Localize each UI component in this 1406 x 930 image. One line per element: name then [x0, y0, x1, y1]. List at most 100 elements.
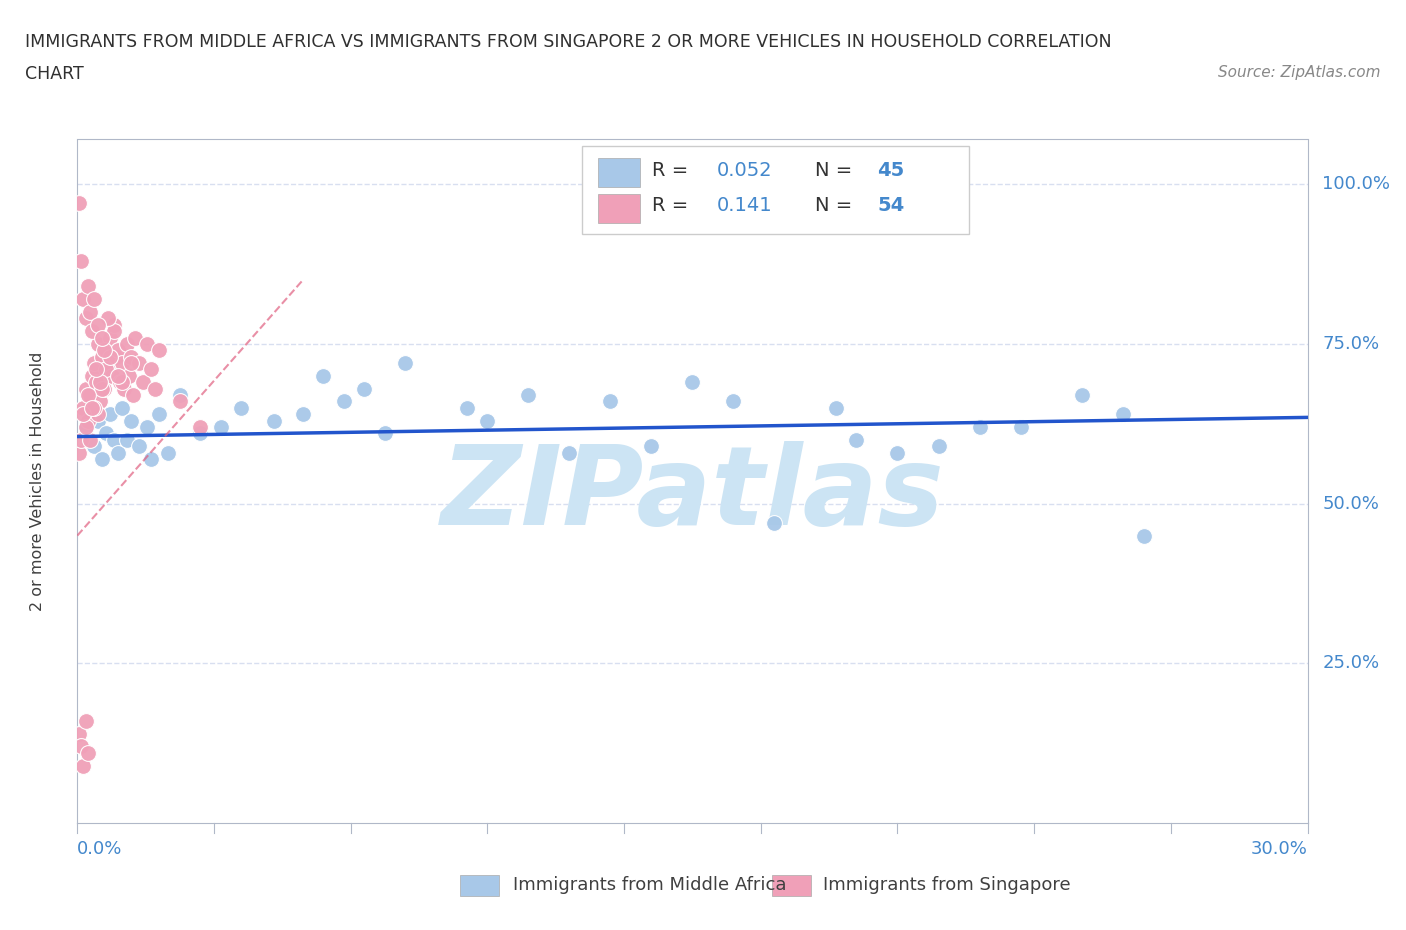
Point [98, 406, 121, 421]
Point [90, 330, 114, 345]
Point [87, 337, 110, 352]
Point [141, 451, 163, 466]
Point [374, 426, 396, 441]
Point [111, 401, 134, 416]
Point [101, 368, 124, 383]
Point [83, 401, 105, 416]
Point [107, 368, 129, 383]
Text: 50.0%: 50.0% [1323, 495, 1379, 512]
Point [128, 439, 150, 454]
Point [98, 330, 121, 345]
Point [763, 515, 786, 530]
Point [456, 401, 478, 416]
Text: 2 or more Vehicles in Household: 2 or more Vehicles in Household [31, 352, 45, 611]
Point [93, 343, 115, 358]
Point [115, 337, 138, 352]
Point [1112, 406, 1135, 421]
Point [120, 355, 142, 370]
Point [87, 317, 110, 332]
Point [121, 388, 143, 403]
Point [90, 451, 114, 466]
Point [94, 362, 117, 377]
Point [169, 388, 191, 403]
Point [67, 196, 90, 211]
Point [97, 311, 120, 325]
Point [76, 388, 98, 403]
Text: CHART: CHART [25, 65, 84, 83]
Text: 100.0%: 100.0% [1323, 175, 1391, 193]
Point [141, 362, 163, 377]
Point [76, 413, 98, 428]
Point [209, 419, 232, 434]
Point [76, 745, 98, 760]
Point [845, 432, 868, 447]
Text: N =: N = [815, 161, 852, 179]
Point [132, 375, 155, 390]
Point [79, 304, 101, 319]
FancyBboxPatch shape [598, 194, 640, 223]
Point [76, 279, 98, 294]
Point [72, 401, 94, 416]
Point [110, 375, 132, 390]
Text: ZIPatlas: ZIPatlas [440, 442, 945, 549]
Point [80, 324, 103, 339]
Point [89, 375, 111, 390]
Point [124, 330, 146, 345]
Text: Immigrants from Middle Africa: Immigrants from Middle Africa [513, 876, 787, 895]
Point [120, 413, 142, 428]
Point [188, 419, 212, 434]
Point [156, 445, 179, 460]
Point [111, 355, 134, 370]
Point [67, 726, 90, 741]
Text: R =: R = [652, 161, 688, 179]
Point [75, 311, 97, 325]
Point [72, 292, 94, 307]
Point [558, 445, 581, 460]
Point [94, 426, 117, 441]
Point [136, 337, 159, 352]
Point [117, 368, 139, 383]
Point [67, 445, 90, 460]
Point [394, 355, 416, 370]
Point [70, 254, 93, 269]
Point [80, 401, 103, 416]
Point [79, 432, 101, 447]
Point [83, 439, 105, 454]
Point [928, 439, 950, 454]
Point [169, 394, 191, 409]
Point [87, 413, 110, 428]
Text: 25.0%: 25.0% [1323, 655, 1379, 672]
Point [93, 381, 115, 396]
Point [825, 401, 848, 416]
Point [969, 419, 991, 434]
Point [89, 394, 111, 409]
Point [1132, 528, 1154, 543]
Text: 0.052: 0.052 [717, 161, 773, 179]
Point [75, 419, 97, 434]
Point [103, 317, 125, 332]
Point [111, 375, 134, 390]
Point [886, 445, 908, 460]
Point [115, 432, 138, 447]
Point [231, 401, 253, 416]
Text: 30.0%: 30.0% [1251, 840, 1308, 858]
Point [97, 362, 120, 377]
Point [1071, 388, 1094, 403]
Text: Immigrants from Singapore: Immigrants from Singapore [823, 876, 1070, 895]
Point [83, 355, 105, 370]
Text: 0.141: 0.141 [717, 196, 773, 216]
Point [94, 343, 117, 358]
Text: N =: N = [815, 196, 852, 216]
Point [90, 350, 114, 365]
Point [84, 375, 107, 390]
Text: IMMIGRANTS FROM MIDDLE AFRICA VS IMMIGRANTS FROM SINGAPORE 2 OR MORE VEHICLES IN: IMMIGRANTS FROM MIDDLE AFRICA VS IMMIGRA… [25, 33, 1112, 50]
Point [107, 343, 129, 358]
Point [353, 381, 375, 396]
Point [114, 381, 136, 396]
Point [188, 426, 212, 441]
Point [517, 388, 540, 403]
Point [477, 413, 499, 428]
Point [640, 439, 662, 454]
Text: Source: ZipAtlas.com: Source: ZipAtlas.com [1218, 65, 1381, 80]
Point [333, 394, 356, 409]
